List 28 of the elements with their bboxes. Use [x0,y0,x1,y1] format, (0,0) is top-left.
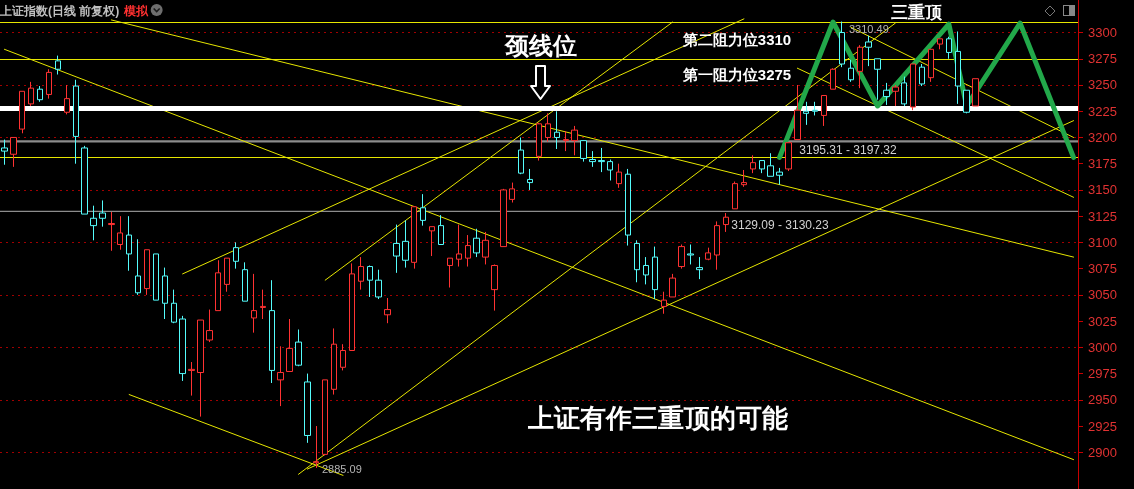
annotation: 颈线位 [504,31,577,59]
y-tick-label: 3250 [1088,77,1117,93]
annotation: 3310.49 [849,23,889,35]
y-tick-label: 3050 [1088,287,1117,303]
annotation: 上证有作三重顶的可能 [527,403,788,433]
y-tick-label: 3075 [1088,261,1117,277]
y-tick-label: 3300 [1088,25,1117,41]
y-tick-label: 3225 [1088,103,1117,119]
ref-line-label: 第一阻力位3275 [681,65,792,83]
y-tick-label: 3150 [1088,182,1117,198]
y-tick-label: 3025 [1088,313,1117,329]
y-tick-label: 3100 [1088,234,1117,250]
ref-line-label: 第二阻力位3310 [681,31,792,49]
annotation: 2885.09 [322,463,362,475]
y-tick-label: 2975 [1088,366,1117,382]
band-label: 3195.31 - 3197.32 [799,143,898,158]
chart-title: 上证指数(日线 前复权) [0,4,120,18]
chart-subtitle: 模拟 [123,4,150,18]
y-tick-label: 2950 [1088,392,1117,408]
y-tick-label: 3175 [1088,156,1117,172]
y-tick-label: 2925 [1088,418,1117,434]
y-tick-label: 3000 [1088,339,1117,355]
y-tick-label: 3200 [1088,129,1117,145]
y-tick-label: 3275 [1088,51,1117,67]
y-tick-label: 2900 [1088,444,1117,460]
annotation: 三重顶 [890,2,943,22]
y-tick-label: 3125 [1088,208,1117,224]
band-label: 3129.09 - 3130.23 [731,217,830,232]
